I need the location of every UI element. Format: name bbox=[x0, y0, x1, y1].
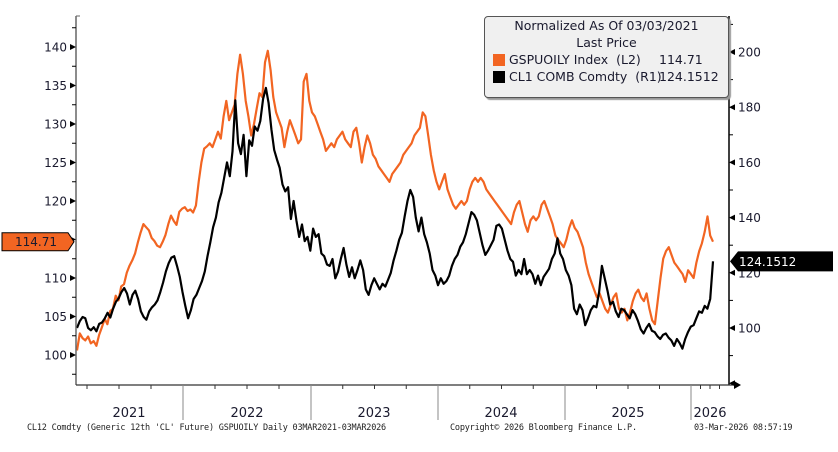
left-tick-label: 135 bbox=[44, 79, 67, 93]
left-tick-mark bbox=[70, 313, 76, 320]
axes-layer: 1001051101151201251301351401001201401601… bbox=[1, 15, 833, 421]
series-line-cl1 bbox=[75, 86, 715, 350]
legend-box: Normalized As Of 03/03/2021 Last Price G… bbox=[484, 16, 729, 98]
right-current-value-tag bbox=[730, 251, 833, 272]
legend-swatch-black bbox=[493, 70, 505, 83]
right-tick-label: 200 bbox=[738, 46, 761, 60]
left-current-value-tag bbox=[1, 232, 75, 252]
legend-value: 124.1512 bbox=[659, 69, 719, 84]
left-tick-mark bbox=[70, 159, 76, 166]
left-tick-label: 130 bbox=[44, 118, 67, 132]
legend-title: Normalized As Of 03/03/2021 bbox=[514, 18, 699, 33]
right-tick-mark bbox=[729, 104, 735, 111]
x-tick-label: 2021 bbox=[112, 406, 145, 421]
x-axis-arrow bbox=[734, 381, 741, 389]
right-current-value-label: 124.1512 bbox=[739, 255, 796, 269]
left-tick-label: 120 bbox=[44, 195, 67, 209]
left-tick-label: 110 bbox=[44, 272, 67, 286]
left-tick-mark bbox=[70, 82, 76, 89]
legend-item-gspuoily: GSPUOILY Index (L2) 114.71 bbox=[485, 51, 728, 68]
left-tick-mark bbox=[70, 44, 76, 50]
left-tick-mark bbox=[70, 275, 76, 281]
left-tick-mark bbox=[70, 121, 76, 127]
legend-item-cl1: CL1 COMB Comdty (R1) 124.1512 bbox=[485, 68, 728, 85]
right-tick-mark bbox=[729, 380, 735, 387]
legend-label: CL1 COMB Comdty (R1) bbox=[509, 69, 662, 84]
right-tick-label: 160 bbox=[738, 156, 761, 170]
right-tick-label: 180 bbox=[738, 101, 761, 115]
x-tick-label: 2025 bbox=[611, 406, 644, 421]
legend-label: GSPUOILY Index (L2) bbox=[509, 52, 641, 67]
x-tick-label: 2024 bbox=[484, 406, 517, 421]
legend-subtitle: Last Price bbox=[576, 35, 637, 50]
x-tick-label: 2023 bbox=[357, 406, 390, 421]
x-tick-label: 2026 bbox=[693, 406, 726, 421]
footer-source: CL12 Comdty (Generic 12th 'CL' Future) G… bbox=[27, 423, 386, 433]
series-layer bbox=[75, 49, 715, 351]
left-tick-label: 100 bbox=[44, 349, 67, 363]
left-tick-label: 140 bbox=[44, 41, 67, 55]
right-tick-label: 100 bbox=[738, 322, 761, 336]
left-current-value-label: 114.71 bbox=[15, 235, 57, 249]
right-tick-mark bbox=[729, 159, 735, 166]
right-tick-mark bbox=[729, 49, 735, 55]
legend-value: 114.71 bbox=[659, 52, 703, 67]
left-tick-mark bbox=[70, 352, 76, 358]
footer-timestamp: 03-Mar-2026 08:57:19 bbox=[694, 423, 793, 433]
x-tick-label: 2022 bbox=[230, 406, 263, 421]
right-tick-label: 140 bbox=[738, 211, 761, 225]
footer-copyright: Copyright© 2026 Bloomberg Finance L.P. bbox=[450, 423, 637, 433]
right-tick-mark bbox=[729, 214, 735, 221]
right-tick-mark bbox=[729, 269, 735, 276]
legend-swatch-orange bbox=[493, 53, 505, 66]
left-tick-mark bbox=[70, 198, 76, 204]
series-line-gspuoily bbox=[75, 49, 714, 351]
left-tick-label: 105 bbox=[44, 310, 67, 324]
left-tick-label: 125 bbox=[44, 156, 67, 170]
right-tick-mark bbox=[729, 325, 735, 331]
